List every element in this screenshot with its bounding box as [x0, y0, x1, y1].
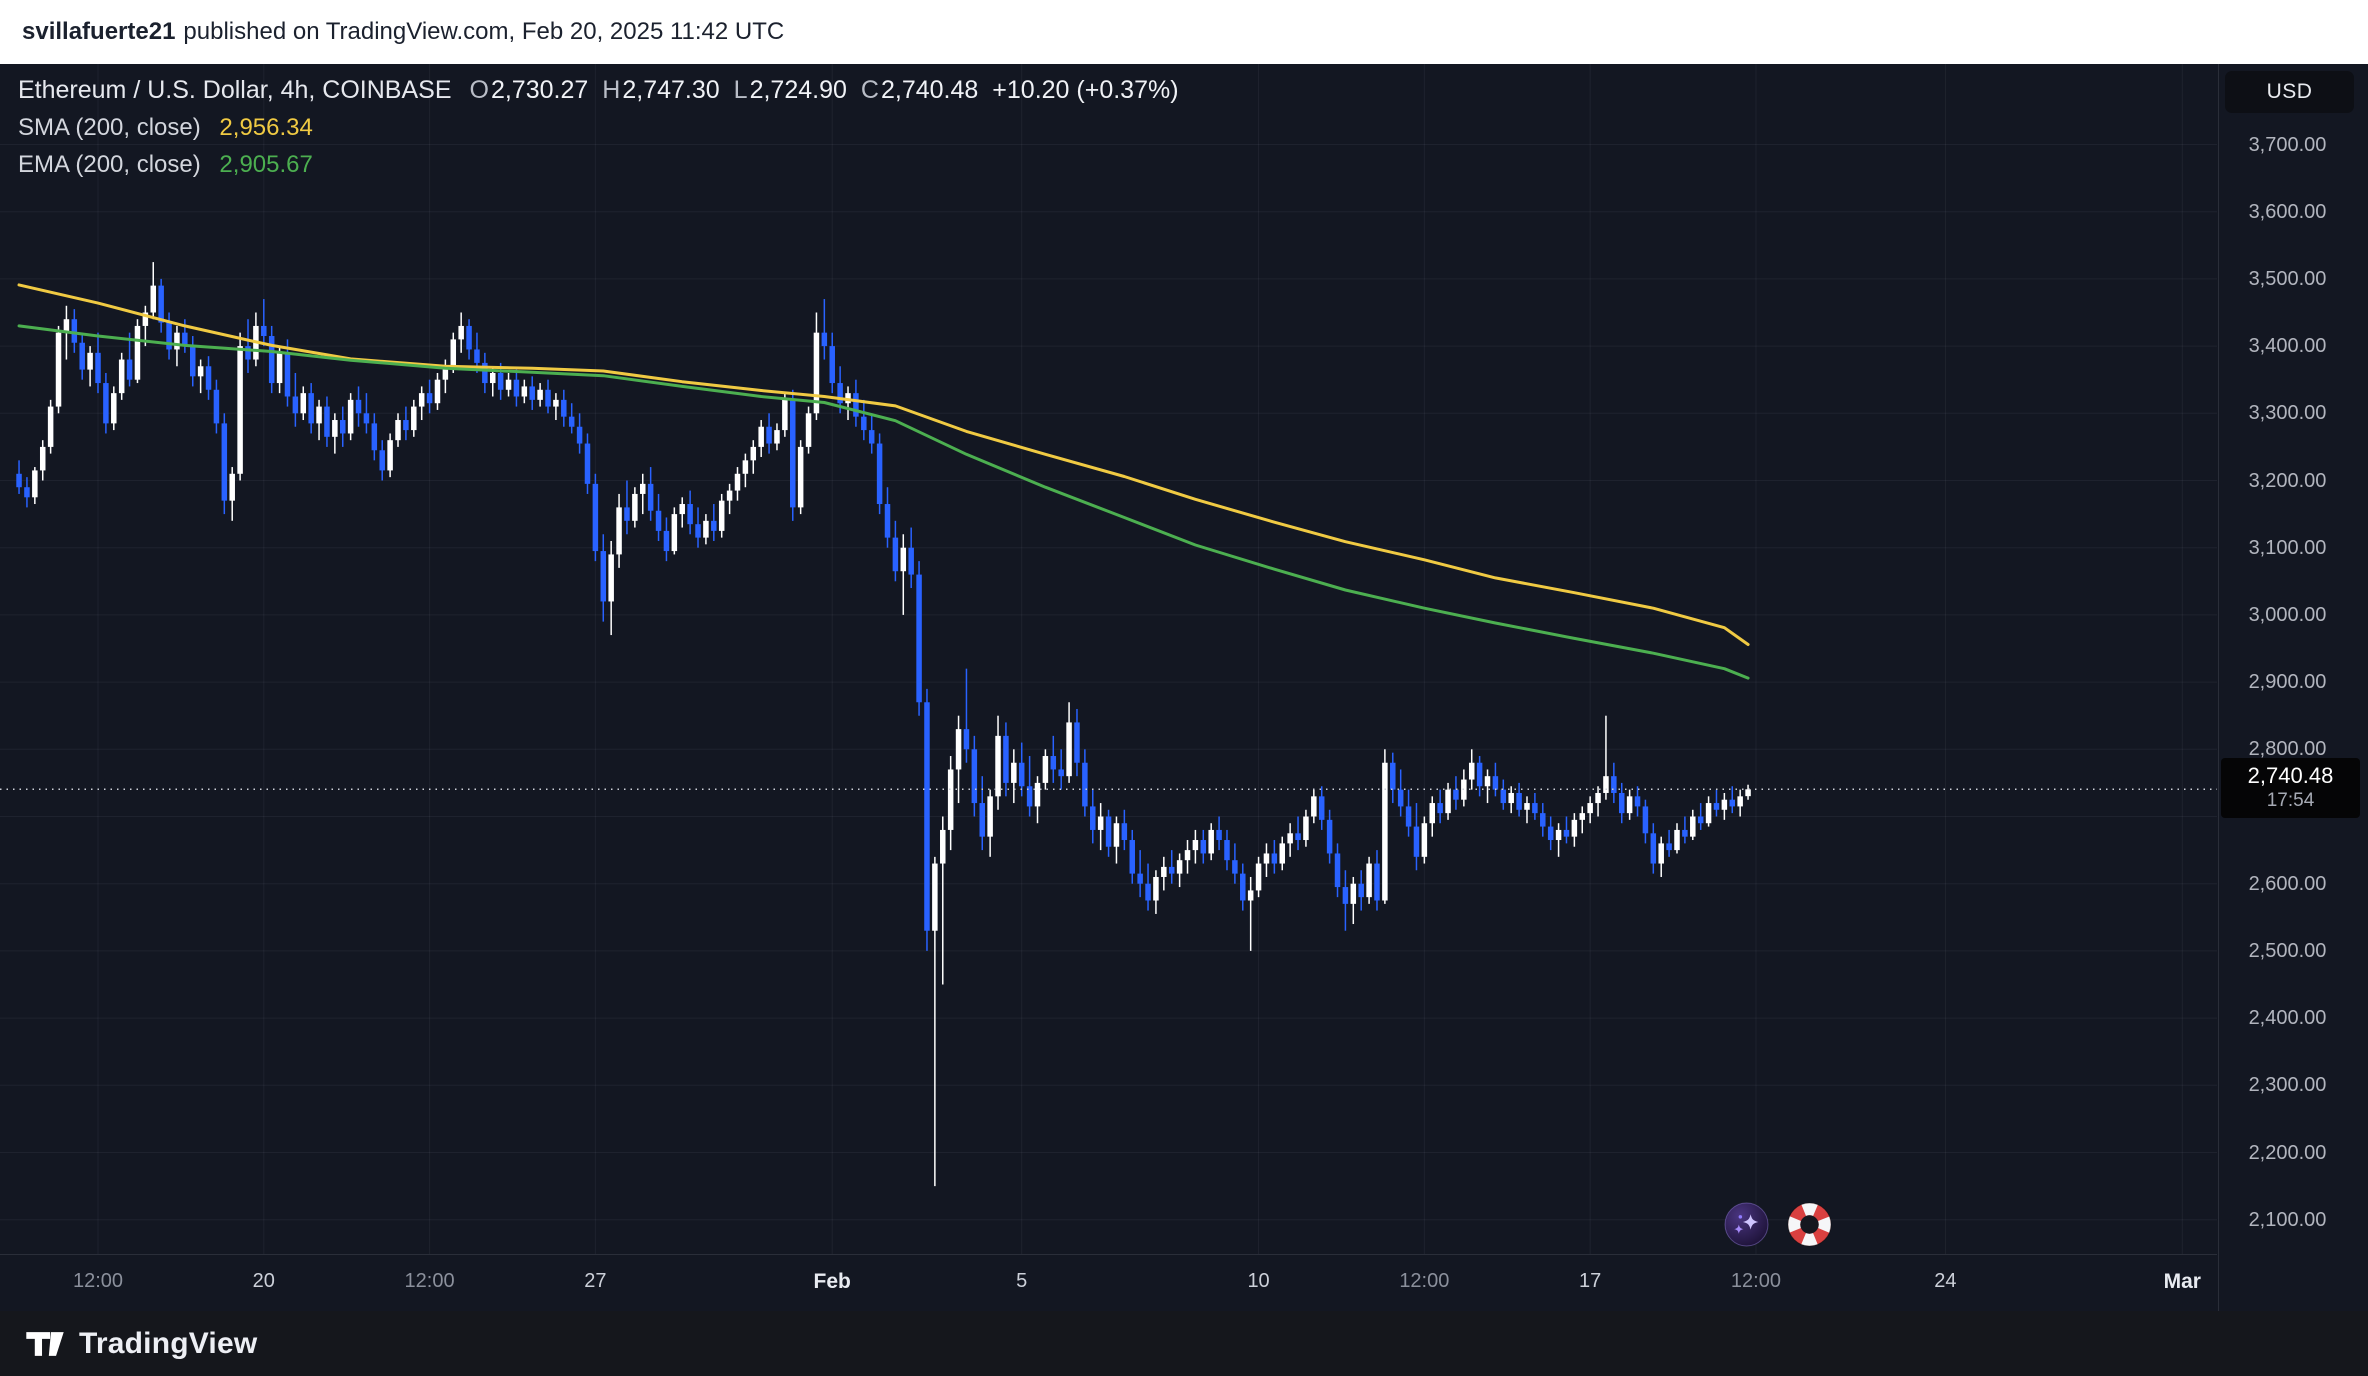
candles: [16, 262, 1751, 1187]
close-label: C: [860, 76, 879, 104]
grid-lines: [0, 64, 2217, 1254]
price-tick: 3,000.00: [2248, 603, 2327, 626]
time-tick: Feb: [813, 1270, 851, 1293]
price-tick: 2,600.00: [2248, 872, 2327, 895]
tradingview-logo-icon[interactable]: [24, 1327, 66, 1361]
lifebuoy-icon[interactable]: [1787, 1202, 1832, 1247]
time-tick: 12:00: [1399, 1270, 1450, 1292]
chart-widget: Ethereum / U.S. Dollar, 4h, COINBASE O 2…: [0, 64, 2368, 1311]
time-tick: 27: [584, 1270, 607, 1292]
price-tick: 2,300.00: [2248, 1074, 2327, 1097]
candlestick-plot[interactable]: [0, 64, 2217, 1254]
low-value: 2,724.90: [749, 76, 847, 104]
currency-toggle-button[interactable]: USD: [2225, 71, 2354, 113]
price-tick: 3,600.00: [2248, 200, 2327, 223]
price-tick: 2,800.00: [2248, 738, 2327, 761]
price-tick: 2,100.00: [2248, 1208, 2327, 1231]
open-label: O: [469, 76, 489, 104]
published-text: published on TradingView.com, Feb 20, 20…: [183, 18, 785, 45]
time-tick: 10: [1247, 1270, 1270, 1292]
symbol-row: Ethereum / U.S. Dollar, 4h, COINBASE O 2…: [18, 76, 1179, 105]
price-tick: 3,400.00: [2248, 335, 2327, 358]
time-axis[interactable]: 12:00 20 12:00 27 Feb 5 10 12:00 17 12:00 24 Mar: [0, 1254, 2217, 1311]
price-tick: 2,400.00: [2248, 1007, 2327, 1030]
price-tick: 3,200.00: [2248, 469, 2327, 492]
publish-header: svillafuerte21 published on TradingView.…: [0, 0, 2368, 64]
open-value: 2,730.27: [490, 76, 589, 104]
ema-line: [17, 324, 1750, 680]
low-label: L: [733, 76, 748, 104]
time-tick: 12:00: [1730, 1270, 1781, 1292]
time-tick: 20: [252, 1270, 275, 1292]
site-footer: TradingView: [0, 1311, 2368, 1376]
sma-value: 2,956.34: [219, 114, 313, 141]
price-tick: 2,900.00: [2248, 671, 2327, 694]
sparkle-icon[interactable]: [1724, 1202, 1769, 1247]
price-tick: 3,700.00: [2248, 133, 2327, 156]
price-tick: 2,500.00: [2248, 939, 2327, 962]
brand-name[interactable]: TradingView: [79, 1326, 258, 1360]
sma-label: SMA (200, close): [18, 114, 201, 141]
chart-legend: Ethereum / U.S. Dollar, 4h, COINBASE O 2…: [18, 76, 1179, 179]
close-value: 2,740.48: [880, 76, 979, 104]
price-axis[interactable]: USD 3,700.00 3,600.00 3,500.00 3,400.00 3,30…: [2218, 64, 2368, 1311]
price-tick: 3,100.00: [2248, 536, 2327, 559]
ema-value: 2,905.67: [219, 151, 313, 178]
author-name[interactable]: svillafuerte21: [22, 18, 176, 45]
high-value: 2,747.30: [622, 76, 720, 104]
ema-legend-row[interactable]: EMA (200, close) 2,905.67: [18, 151, 1179, 179]
sma-line: [17, 283, 1750, 646]
symbol-title[interactable]: Ethereum / U.S. Dollar, 4h, COINBASE: [18, 76, 452, 104]
time-tick: Mar: [2163, 1270, 2201, 1293]
chart-pane[interactable]: Ethereum / U.S. Dollar, 4h, COINBASE O 2…: [0, 64, 2217, 1254]
bar-countdown: 17:54: [2266, 790, 2315, 812]
sma-legend-row[interactable]: SMA (200, close) 2,956.34: [18, 114, 1179, 142]
price-tick: 3,500.00: [2248, 267, 2327, 290]
ema-label: EMA (200, close): [18, 151, 201, 178]
reaction-icons: [1724, 1202, 1832, 1247]
time-tick: 12:00: [404, 1270, 455, 1292]
time-tick: 5: [1016, 1270, 1028, 1292]
last-price-value: 2,740.48: [2247, 763, 2334, 789]
high-label: H: [602, 76, 621, 104]
price-tick: 3,300.00: [2248, 402, 2327, 425]
change-value: +10.20 (+0.37%): [992, 76, 1179, 104]
time-tick: 24: [1934, 1270, 1957, 1292]
time-tick: 17: [1579, 1270, 1602, 1292]
last-price-badge: 2,740.48 17:54: [2221, 758, 2360, 819]
price-tick: 2,200.00: [2248, 1141, 2327, 1164]
time-tick: 12:00: [72, 1270, 124, 1292]
